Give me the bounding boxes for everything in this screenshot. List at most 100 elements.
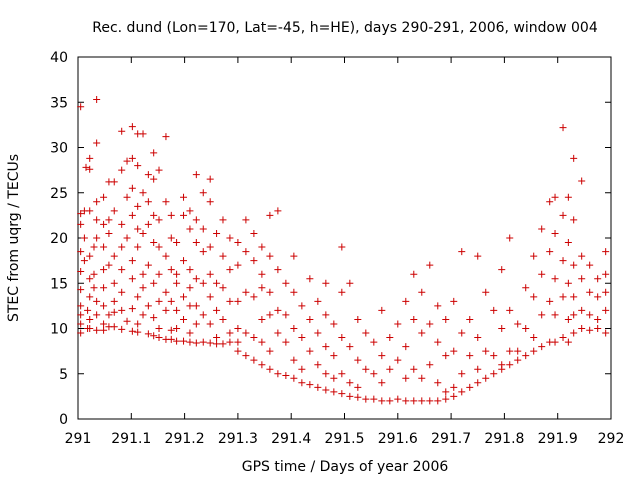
y-tick-label: 40 — [50, 50, 68, 66]
data-point — [586, 288, 594, 296]
data-point — [402, 297, 410, 305]
data-point — [77, 329, 85, 337]
data-point — [77, 320, 85, 328]
data-point — [298, 365, 306, 373]
data-point — [150, 149, 158, 157]
data-point — [338, 390, 346, 398]
data-point — [173, 279, 181, 287]
x-tick-label: 291.7 — [431, 431, 471, 447]
data-point — [578, 275, 586, 283]
data-point — [186, 207, 194, 215]
data-point — [594, 293, 602, 301]
data-point — [206, 175, 214, 183]
data-point — [530, 252, 538, 260]
data-point — [93, 96, 101, 104]
data-point — [466, 315, 474, 323]
data-point — [450, 297, 458, 305]
data-point — [206, 270, 214, 278]
data-point — [86, 207, 94, 215]
data-point — [242, 248, 250, 256]
data-point — [110, 207, 118, 215]
data-point — [530, 334, 538, 342]
data-point — [139, 130, 147, 138]
data-point — [199, 338, 207, 346]
data-point — [522, 284, 530, 292]
data-point — [162, 288, 170, 296]
data-point — [418, 397, 426, 405]
data-point — [77, 248, 85, 256]
data-point — [186, 338, 194, 346]
data-point — [206, 198, 214, 206]
y-tick-label: 30 — [50, 141, 68, 157]
data-point — [426, 320, 434, 328]
data-point — [86, 315, 94, 323]
data-point — [128, 257, 136, 265]
data-point — [538, 311, 546, 319]
data-point — [426, 261, 434, 269]
data-point — [410, 397, 418, 405]
data-point — [123, 193, 131, 201]
data-point — [150, 239, 158, 247]
data-point — [118, 325, 126, 333]
data-point — [219, 284, 227, 292]
data-point — [418, 374, 426, 382]
data-point — [150, 332, 158, 340]
data-point — [386, 365, 394, 373]
data-point — [173, 270, 181, 278]
data-point — [100, 220, 108, 228]
data-point — [192, 339, 200, 347]
data-point — [506, 234, 514, 242]
y-axis: 0 5 10 15 20 25 30 35 40 — [50, 50, 611, 428]
data-point — [354, 356, 362, 364]
data-point — [370, 338, 378, 346]
data-point — [226, 329, 234, 337]
data-point — [100, 320, 108, 328]
data-point — [362, 329, 370, 337]
data-point — [266, 347, 274, 355]
data-point — [242, 329, 250, 337]
x-tick-label: 291.1 — [111, 431, 151, 447]
data-point — [402, 374, 410, 382]
data-point — [93, 297, 101, 305]
data-point — [128, 305, 136, 313]
data-point — [466, 383, 474, 391]
data-point — [378, 306, 386, 314]
data-point — [426, 361, 434, 369]
data-point — [290, 325, 298, 332]
data-point — [226, 234, 234, 242]
data-point — [258, 338, 266, 346]
data-point — [530, 347, 538, 355]
data-point — [490, 306, 498, 314]
data-point — [370, 370, 378, 378]
data-point — [139, 189, 147, 197]
x-axis-label: GPS time / Days of year 2006 — [242, 459, 449, 475]
data-point — [402, 397, 410, 405]
data-point — [234, 325, 242, 332]
data-point — [602, 270, 610, 278]
data-point — [93, 139, 101, 147]
data-point — [150, 314, 158, 322]
data-point — [442, 352, 450, 360]
data-point — [458, 388, 466, 396]
data-point — [206, 320, 214, 328]
data-point — [442, 315, 450, 323]
y-tick-label: 15 — [50, 276, 68, 292]
data-point — [77, 267, 85, 275]
data-point — [180, 293, 188, 301]
data-point — [93, 234, 101, 242]
data-point — [128, 275, 136, 283]
data-point — [173, 325, 181, 332]
data-point — [173, 306, 181, 314]
data-point — [128, 123, 136, 131]
data-point — [77, 311, 85, 319]
data-point — [192, 275, 200, 283]
data-point — [155, 334, 163, 342]
data-point — [226, 266, 234, 274]
data-point — [506, 306, 514, 314]
data-point — [410, 365, 418, 373]
data-point — [282, 338, 290, 346]
data-point — [139, 311, 147, 319]
data-point — [564, 239, 572, 247]
data-point — [474, 365, 482, 373]
data-point — [564, 193, 572, 201]
